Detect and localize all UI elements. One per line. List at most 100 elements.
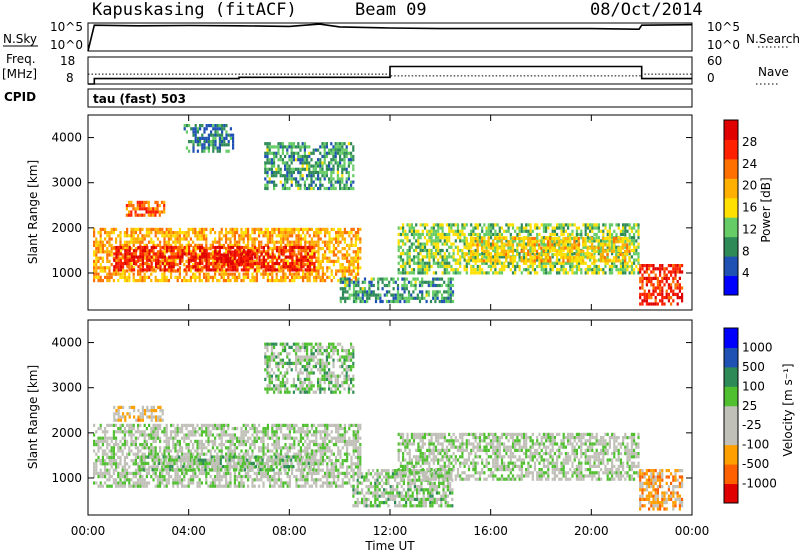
echo-cell bbox=[507, 255, 510, 259]
echo-cell bbox=[345, 167, 348, 171]
echo-cell bbox=[269, 240, 272, 244]
echo-cell bbox=[531, 256, 534, 260]
echo-cell bbox=[123, 462, 126, 466]
echo-cell bbox=[350, 263, 353, 267]
echo-cell bbox=[494, 236, 497, 241]
echo-cell bbox=[293, 227, 296, 231]
echo-cell bbox=[313, 231, 316, 235]
echo-cell bbox=[487, 259, 490, 263]
echo-cell bbox=[145, 231, 148, 235]
echo-cell bbox=[500, 243, 503, 247]
echo-cell bbox=[300, 252, 303, 256]
echo-cell bbox=[106, 250, 109, 254]
echo-cell bbox=[108, 443, 111, 447]
echo-cell bbox=[145, 207, 148, 211]
echo-cell bbox=[196, 268, 199, 272]
echo-cell bbox=[112, 462, 115, 466]
echo-cell bbox=[575, 271, 578, 275]
echo-cell bbox=[448, 264, 451, 269]
echo-cell bbox=[223, 127, 226, 131]
echo-cell bbox=[476, 264, 479, 269]
echo-cell bbox=[229, 136, 232, 140]
echo-cell bbox=[167, 475, 170, 479]
echo-cell bbox=[321, 174, 324, 178]
echo-cell bbox=[434, 242, 438, 246]
echo-cell bbox=[253, 279, 256, 283]
echo-cell bbox=[139, 255, 142, 259]
echo-cell bbox=[121, 452, 124, 456]
echo-cell bbox=[663, 267, 666, 271]
echo-cell bbox=[553, 226, 556, 230]
echo-cell bbox=[139, 430, 142, 434]
echo-cell bbox=[295, 151, 298, 155]
echo-cell bbox=[350, 240, 353, 244]
echo-cell bbox=[551, 226, 554, 230]
echo-cell bbox=[170, 243, 173, 247]
echo-cell bbox=[321, 272, 324, 276]
echo-cell bbox=[137, 468, 140, 472]
echo-cell bbox=[558, 271, 561, 275]
echo-cell bbox=[245, 268, 248, 272]
echo-cell bbox=[177, 249, 180, 253]
echo-cell bbox=[295, 167, 298, 171]
echo-cell bbox=[101, 227, 104, 231]
echo-cell bbox=[176, 439, 179, 443]
echo-cell bbox=[199, 143, 202, 147]
echo-cell bbox=[421, 296, 424, 300]
echo-cell bbox=[317, 253, 320, 257]
echo-cell bbox=[491, 243, 495, 247]
echo-cell bbox=[143, 433, 146, 437]
echo-cell bbox=[201, 149, 204, 153]
echo-cell bbox=[152, 227, 155, 231]
echo-cell bbox=[266, 161, 269, 165]
echo-cell bbox=[591, 248, 594, 253]
echo-cell bbox=[332, 263, 335, 267]
echo-cell bbox=[123, 272, 126, 276]
echo-cell bbox=[93, 481, 96, 485]
echo-cell bbox=[645, 296, 648, 300]
echo-cell bbox=[145, 475, 148, 479]
echo-cell bbox=[416, 293, 419, 297]
echo-cell bbox=[474, 232, 477, 237]
echo-cell bbox=[256, 252, 259, 256]
echo-cell bbox=[172, 462, 175, 466]
echo-cell bbox=[271, 255, 274, 259]
echo-cell bbox=[134, 443, 137, 447]
echo-cell bbox=[176, 275, 179, 279]
echo-cell bbox=[212, 146, 215, 150]
echo-cell bbox=[172, 231, 175, 235]
echo-cell bbox=[434, 255, 438, 259]
echo-cell bbox=[192, 263, 195, 267]
echo-cell bbox=[251, 275, 254, 279]
echo-cell bbox=[461, 223, 464, 227]
echo-cell bbox=[641, 273, 644, 277]
echo-cell bbox=[637, 236, 640, 240]
echo-cell bbox=[604, 249, 607, 253]
echo-cell bbox=[630, 261, 633, 265]
echo-cell bbox=[121, 468, 124, 472]
echo-cell bbox=[126, 252, 129, 256]
echo-cell bbox=[251, 256, 254, 260]
echo-cell bbox=[454, 223, 457, 227]
echo-cell bbox=[196, 237, 199, 241]
echo-cell bbox=[354, 266, 357, 270]
echo-cell bbox=[121, 269, 124, 273]
echo-cell bbox=[516, 236, 519, 241]
echo-cell bbox=[461, 255, 464, 259]
echo-cell bbox=[304, 255, 307, 259]
echo-cell bbox=[321, 247, 324, 251]
echo-cell bbox=[276, 268, 279, 272]
echo-cell bbox=[299, 240, 302, 244]
echo-cell bbox=[214, 237, 217, 241]
echo-cell bbox=[308, 227, 311, 231]
echo-cell bbox=[187, 279, 190, 283]
echo-cell bbox=[110, 237, 113, 241]
echo-cell bbox=[415, 255, 418, 259]
echo-cell bbox=[268, 148, 271, 152]
echo-cell bbox=[284, 272, 287, 276]
echo-cell bbox=[254, 252, 257, 256]
echo-cell bbox=[580, 271, 583, 275]
echo-cell bbox=[470, 229, 473, 233]
echo-cell bbox=[231, 272, 234, 276]
echo-cell bbox=[584, 268, 587, 272]
